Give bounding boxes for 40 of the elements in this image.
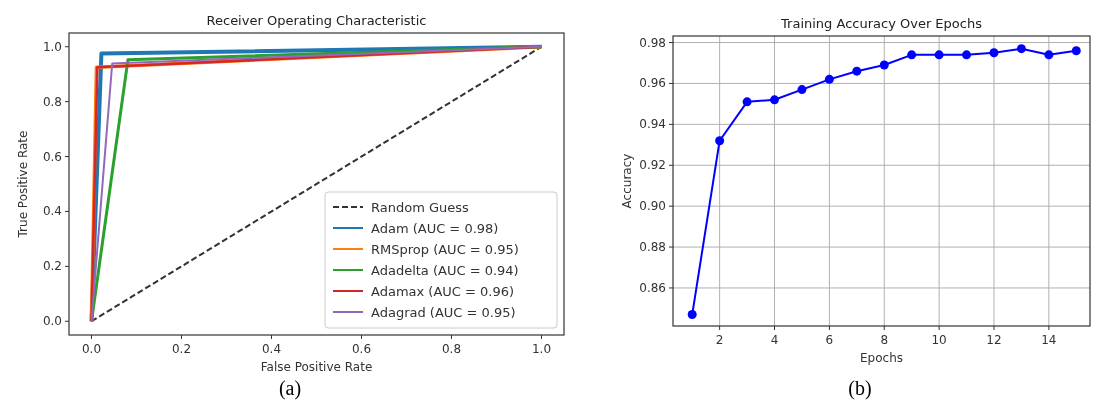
y-tick-label: 0.92 bbox=[639, 158, 666, 173]
y-tick-label: 0.6 bbox=[42, 149, 62, 164]
y-tick-label: 0.96 bbox=[639, 76, 666, 91]
text: (b) bbox=[848, 377, 872, 400]
text: (a) bbox=[278, 377, 302, 400]
x-tick-label: 0.8 bbox=[441, 342, 462, 356]
y-tick-label: 0.0 bbox=[42, 314, 62, 329]
x-tick-label: 2 bbox=[715, 333, 724, 347]
x-tick-label: 14 bbox=[1041, 333, 1057, 347]
x-tick-label: 4 bbox=[770, 333, 779, 347]
y-tick-label: 0.2 bbox=[42, 259, 62, 274]
y-tick-label: 1.0 bbox=[42, 39, 62, 54]
y-tick-label: 0.90 bbox=[639, 199, 666, 214]
x-axis-title: Epochs bbox=[860, 351, 903, 365]
legend-label: RMSprop (AUC = 0.95) bbox=[371, 242, 519, 257]
legend-label: Adam (AUC = 0.98) bbox=[371, 221, 499, 236]
legend-label: Adadelta (AUC = 0.94) bbox=[371, 263, 519, 278]
x-tick-label: 0.0 bbox=[81, 342, 102, 356]
x-tick-label: 10 bbox=[931, 333, 947, 347]
y-axis-title: True Positive Rate bbox=[16, 130, 30, 239]
legend-label: Adamax (AUC = 0.96) bbox=[371, 284, 515, 299]
x-tick-label: 0.6 bbox=[351, 342, 372, 356]
y-axis-title: Accuracy bbox=[620, 153, 634, 209]
x-tick-label: 0.2 bbox=[171, 342, 192, 356]
y-tick-label: 0.8 bbox=[42, 94, 62, 109]
x-tick-label: 0.4 bbox=[261, 342, 282, 356]
y-tick-label: 0.88 bbox=[639, 240, 666, 255]
x-tick-label: 1.0 bbox=[531, 342, 552, 356]
y-tick-label: 0.86 bbox=[639, 280, 666, 295]
chart-title: Training Accuracy Over Epochs bbox=[780, 16, 983, 31]
legend-label: Adagrad (AUC = 0.95) bbox=[371, 305, 516, 320]
y-tick-label: 0.94 bbox=[639, 117, 666, 132]
x-tick-label: 8 bbox=[880, 333, 889, 347]
x-axis-title: False Positive Rate bbox=[260, 360, 373, 374]
y-tick-label: 0.4 bbox=[42, 204, 62, 219]
legend-label: Random Guess bbox=[371, 200, 470, 215]
y-tick-label: 0.98 bbox=[639, 35, 666, 50]
x-tick-label: 6 bbox=[825, 333, 834, 347]
chart-title: Receiver Operating Characteristic bbox=[206, 13, 427, 28]
x-tick-label: 12 bbox=[986, 333, 1002, 347]
